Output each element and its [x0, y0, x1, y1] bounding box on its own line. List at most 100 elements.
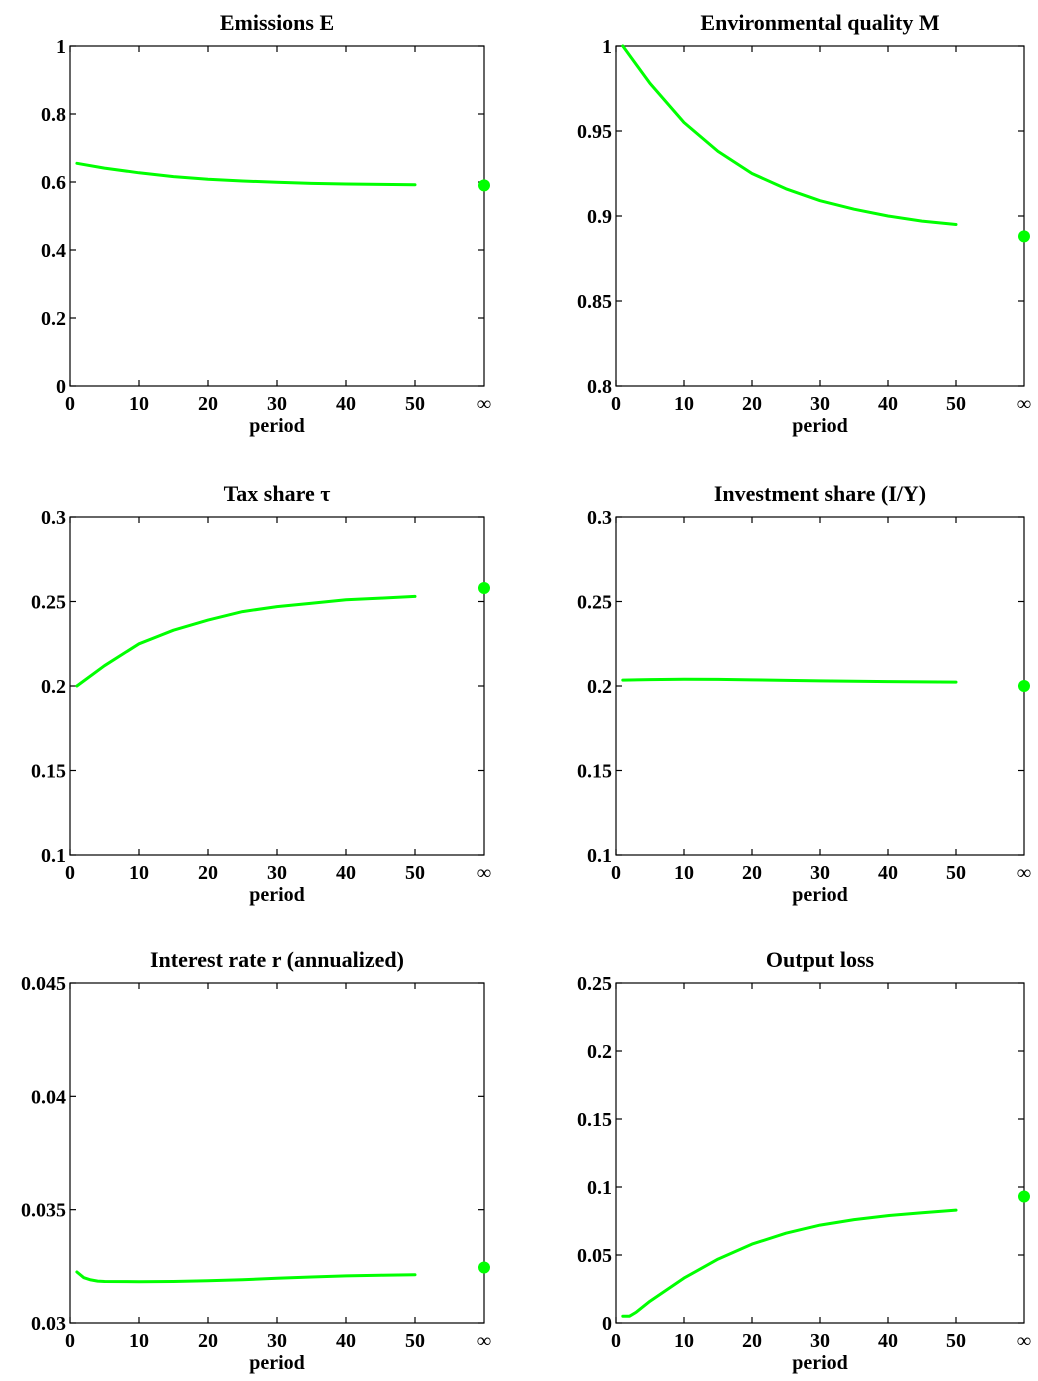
x-tick-label: 50: [946, 393, 966, 415]
x-axis-label: period: [792, 415, 848, 437]
x-tick-label: 50: [405, 393, 425, 415]
x-tick-label: 10: [129, 862, 149, 884]
x-tick-label: 30: [267, 393, 287, 415]
x-axis-label: period: [792, 884, 848, 906]
x-tick-label: 40: [336, 862, 356, 884]
x-tick-label: 40: [878, 862, 898, 884]
steady-state-point: [478, 179, 490, 192]
y-tick-label: 0: [602, 1313, 612, 1335]
y-tick-label: 0.1: [587, 1177, 612, 1199]
y-tick-label: 0.05: [577, 1245, 612, 1267]
x-tick-label: 20: [742, 862, 762, 884]
x-tick-label: 20: [198, 1330, 218, 1352]
chart-panel: Interest rate r (annualized) 0 10 20 30 40 50 ∞…: [21, 947, 491, 1374]
axes-frame: [615, 45, 1025, 387]
y-tick-label: 0.15: [577, 1109, 612, 1131]
x-tick-label: 0: [611, 1330, 621, 1352]
chart-panel: Output loss 0 10 20 30 40 50 ∞ 0 0.05 0.1 0.15 0.2 0.…: [577, 947, 1031, 1374]
x-tick-label-infinity: ∞: [477, 862, 491, 884]
x-tick-label: 10: [674, 393, 694, 415]
y-tick-label: 1: [602, 36, 612, 58]
y-tick-label: 0.9: [587, 206, 612, 228]
chart-panel: Emissions E 0 10 20 30 40 50 ∞ 0 0.2 0.4 0.6 0.8 1 per…: [41, 10, 491, 437]
y-tick-label: 0: [56, 376, 66, 398]
y-tick-label: 0.2: [41, 676, 66, 698]
x-tick-label: 10: [674, 862, 694, 884]
series-line: [621, 677, 958, 684]
chart-title: Emissions E: [220, 10, 334, 35]
chart-title: Environmental quality M: [700, 10, 939, 35]
series-line: [75, 1270, 417, 1284]
y-tick-label: 0.8: [41, 104, 66, 126]
x-tick-label: 20: [742, 393, 762, 415]
x-axis-label: period: [249, 1352, 305, 1374]
x-tick-label-infinity: ∞: [477, 393, 491, 415]
y-tick-label: 0.1: [587, 845, 612, 867]
y-tick-label: 0.2: [587, 676, 612, 698]
x-tick-label-infinity: ∞: [1017, 393, 1031, 415]
x-tick-label: 20: [198, 862, 218, 884]
steady-state-point: [478, 581, 490, 594]
x-tick-label: 20: [198, 393, 218, 415]
x-tick-label: 0: [611, 393, 621, 415]
y-tick-label: 0.8: [587, 376, 612, 398]
chart-title: Interest rate r (annualized): [150, 947, 404, 972]
x-tick-label: 30: [810, 393, 830, 415]
chart-title: Output loss: [766, 947, 875, 972]
y-tick-label: 0.045: [21, 973, 66, 995]
x-tick-label-infinity: ∞: [1017, 862, 1031, 884]
y-tick-label: 0.3: [587, 507, 612, 529]
x-tick-label: 40: [336, 393, 356, 415]
x-tick-label-infinity: ∞: [1017, 1330, 1031, 1352]
axes-frame: [69, 982, 485, 1324]
axes-frame: [69, 516, 485, 856]
y-tick-label: 0.25: [31, 592, 66, 614]
y-tick-label: 0.85: [577, 291, 612, 313]
steady-state-point: [1018, 680, 1030, 692]
y-tick-label: 0.6: [41, 172, 66, 194]
x-tick-label: 0: [65, 862, 75, 884]
steady-state-point: [478, 1261, 490, 1274]
y-tick-label: 0.15: [577, 761, 612, 783]
y-tick-label: 0.2: [41, 308, 66, 330]
x-axis-label: period: [249, 884, 305, 906]
series-line: [75, 161, 417, 187]
chart-panel: Environmental quality M 0 10 20 30 40 50 ∞ 0.8 0.…: [577, 10, 1031, 437]
y-tick-label: 0.035: [21, 1200, 66, 1222]
x-tick-label: 30: [810, 862, 830, 884]
axes-frame: [615, 516, 1025, 856]
y-tick-label: 0.15: [31, 761, 66, 783]
x-tick-label: 30: [267, 862, 287, 884]
x-tick-label: 30: [267, 1330, 287, 1352]
x-tick-label: 50: [946, 862, 966, 884]
x-tick-label: 0: [65, 1330, 75, 1352]
x-tick-label: 40: [336, 1330, 356, 1352]
chart-panel: Tax share τ 0 10 20 30 40 50 ∞ 0.1 0.15 0.2 0.25 0.3…: [31, 481, 491, 906]
chart-panel: Investment share (I/Y) 0 10 20 30 40 50 ∞ 0.1 0.1…: [577, 481, 1031, 906]
chart-title: Tax share τ: [224, 481, 331, 506]
x-tick-label: 10: [129, 1330, 149, 1352]
axes-frame: [69, 45, 485, 387]
x-tick-label: 20: [742, 1330, 762, 1352]
series-line: [75, 594, 417, 688]
y-tick-label: 0.03: [31, 1313, 66, 1335]
series-line: [621, 1208, 958, 1318]
x-axis-label: period: [792, 1352, 848, 1374]
x-tick-label: 0: [611, 862, 621, 884]
steady-state-point: [1018, 230, 1030, 243]
y-tick-label: 0.25: [577, 592, 612, 614]
steady-state-point: [1018, 1190, 1030, 1203]
x-tick-label: 50: [405, 1330, 425, 1352]
y-tick-label: 1: [56, 36, 66, 58]
y-tick-label: 0.4: [41, 240, 66, 262]
x-tick-label: 10: [674, 1330, 694, 1352]
axes-frame: [615, 982, 1025, 1324]
y-tick-label: 0.25: [577, 973, 612, 995]
y-tick-label: 0.3: [41, 507, 66, 529]
x-tick-label: 40: [878, 393, 898, 415]
y-tick-label: 0.2: [587, 1041, 612, 1063]
series-line: [621, 44, 958, 226]
y-tick-label: 0.1: [41, 845, 66, 867]
x-tick-label: 50: [946, 1330, 966, 1352]
